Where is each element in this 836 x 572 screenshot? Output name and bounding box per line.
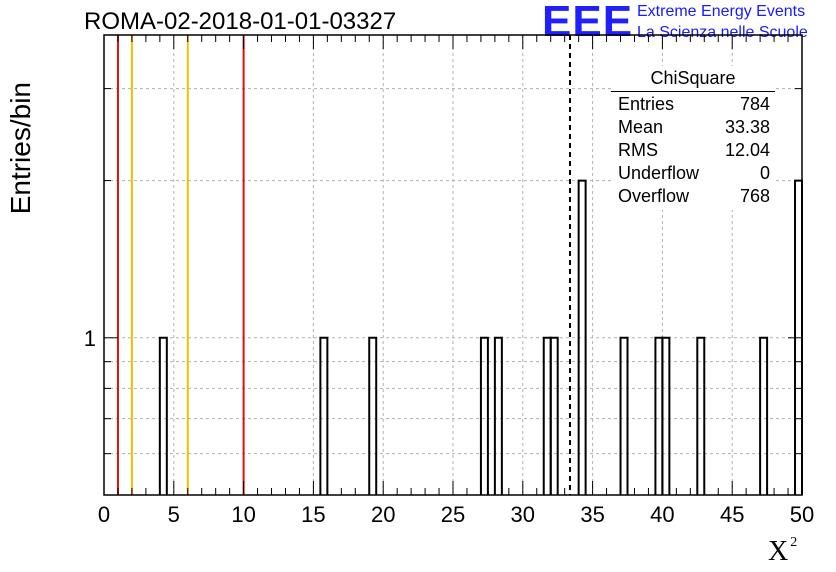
stats-row: RMS 12.04 (618, 139, 770, 162)
chart-title: ROMA-02-2018-01-01-03327 (84, 8, 397, 35)
stats-label: Underflow (618, 163, 700, 183)
stats-title: ChiSquare (650, 68, 736, 88)
stats-value: 33.38 (724, 117, 770, 137)
x-axis-label-sup: 2 (790, 534, 798, 550)
vertical-marker-lines (116, 35, 571, 495)
x-tick-label: 40 (650, 502, 674, 527)
stats-divider (611, 91, 775, 92)
x-tick-label: 25 (441, 502, 465, 527)
stats-value: 768 (739, 186, 770, 206)
x-tick-label: 20 (371, 502, 395, 527)
stats-row: Underflow 0 (618, 162, 770, 185)
x-tick-label: 10 (231, 502, 255, 527)
histogram-bin (661, 336, 671, 495)
eee-logo-line2: La Scienza nelle Scuole (637, 24, 808, 41)
histogram-bin (696, 336, 706, 495)
x-tick-label: 0 (98, 502, 110, 527)
stats-value: 12.04 (724, 140, 770, 160)
histogram-bin (493, 336, 503, 495)
x-axis-label-base: X (768, 536, 789, 567)
stats-label: Entries (618, 94, 675, 114)
stats-row: Mean 33.38 (618, 116, 770, 139)
histogram-bin (479, 336, 489, 495)
stats-box: ChiSquare Entries 784 Mean 33.38 RMS 12.04 Und… (611, 66, 775, 210)
histogram-bin (549, 336, 559, 495)
y-tick-label: 1 (84, 326, 96, 351)
x-tick-label: 50 (790, 502, 814, 527)
histogram-bin (577, 179, 587, 495)
stats-label: Mean (618, 117, 664, 137)
histogram-bin (158, 336, 168, 495)
stats-label: RMS (618, 140, 658, 160)
stats-label: Overflow (618, 186, 690, 206)
histogram-bin (319, 336, 329, 495)
axis-ticks: 0 5 10 15 20 25 30 35 40 45 50 1 (84, 35, 814, 527)
eee-logo-text: EEE (542, 0, 634, 46)
x-tick-label: 30 (511, 502, 535, 527)
stats-value: 784 (739, 94, 770, 114)
x-tick-label: 35 (580, 502, 604, 527)
stats-row: Overflow 768 (618, 185, 770, 208)
eee-logo-line1: Extreme Energy Events (637, 3, 806, 20)
stats-value: 0 (759, 163, 770, 183)
stats-row: Entries 784 (618, 93, 770, 116)
x-tick-label: 15 (301, 502, 325, 527)
histogram-bin (368, 336, 378, 495)
x-tick-label: 5 (168, 502, 180, 527)
histogram-bin (759, 336, 769, 495)
grid (104, 35, 802, 495)
histogram-bin (619, 336, 629, 495)
x-tick-label: 45 (720, 502, 744, 527)
